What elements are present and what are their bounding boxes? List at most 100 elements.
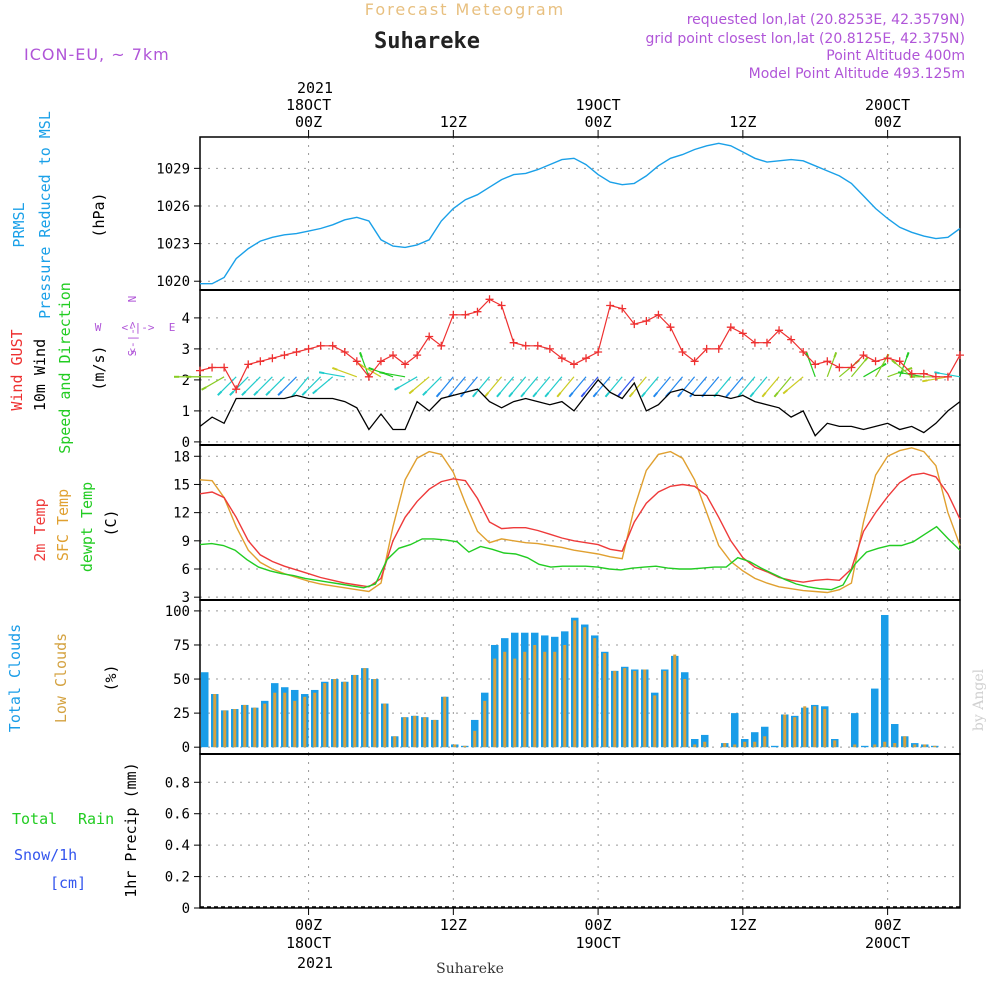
- low-cloud-bar: [873, 744, 877, 748]
- low-cloud-bar: [683, 679, 687, 748]
- wind-arrow-head: [677, 392, 682, 398]
- wind-ytick-label: 1: [182, 404, 190, 420]
- low-cloud-bar: [763, 736, 767, 748]
- model-label: ICON-EU, ~ 7km: [24, 45, 170, 64]
- gust-marker: [618, 304, 627, 313]
- wind-arrow-head: [891, 359, 897, 365]
- wind-arrow-head: [713, 392, 719, 398]
- low-cloud-bar: [753, 741, 757, 748]
- gust-marker: [340, 348, 349, 356]
- gust-marker: [292, 348, 301, 356]
- gust-marker: [533, 341, 542, 350]
- low-cloud-label: Low Clouds: [52, 633, 70, 723]
- low-cloud-bar: [553, 651, 557, 748]
- wind-arrow-head: [508, 392, 514, 398]
- gust-marker: [895, 357, 904, 366]
- pressure-ytick-label: 1023: [156, 237, 190, 253]
- gust-marker: [823, 357, 832, 366]
- low-cloud-bar: [483, 700, 487, 748]
- low-cloud-bar: [833, 740, 837, 748]
- clouds-ytick-label: 0: [182, 740, 190, 756]
- precip-ytick-label: 0.2: [165, 870, 190, 886]
- compass-east: E: [169, 321, 176, 334]
- wind-arrow-head: [253, 390, 259, 396]
- gust-marker: [449, 310, 458, 319]
- gust-marker: [328, 341, 337, 350]
- low-cloud-bar: [293, 700, 297, 748]
- wind-arrow-head: [241, 390, 247, 396]
- pressure-unit: (hPa): [90, 192, 108, 237]
- wind-arrow-head: [652, 392, 658, 398]
- low-cloud-bar: [893, 743, 897, 748]
- top-year-label: 2021: [297, 79, 333, 97]
- top-date-label: 20OCT: [865, 96, 910, 114]
- low-cloud-bar: [603, 653, 607, 748]
- gust-marker: [702, 344, 711, 353]
- gust-marker: [461, 310, 470, 319]
- low-cloud-bar: [423, 717, 427, 748]
- gust-marker: [943, 372, 952, 381]
- total-cloud-bar: [771, 745, 779, 748]
- gust-marker: [485, 295, 494, 304]
- low-cloud-bar: [803, 706, 807, 748]
- wind-speed-line: [199, 378, 961, 437]
- gust-marker: [196, 366, 204, 375]
- wind-arrow-head: [782, 389, 788, 395]
- footer-location: Suhareke: [436, 961, 504, 977]
- gust-line: [199, 298, 961, 391]
- gust-marker: [256, 357, 265, 366]
- tsfc-line: [199, 447, 961, 594]
- low-cloud-bar: [493, 658, 497, 748]
- total-cloud-bar: [891, 724, 899, 748]
- wind-arrow-head: [833, 352, 838, 358]
- gust-marker: [557, 354, 566, 363]
- wind-arrow-head: [544, 392, 550, 398]
- wind-unit: (m/s): [90, 345, 108, 390]
- low-cloud-bar: [503, 651, 507, 748]
- total-cloud-bar: [851, 713, 859, 748]
- total-cloud-bar: [731, 713, 739, 748]
- low-cloud-bar: [373, 679, 377, 748]
- gust-marker: [799, 348, 808, 356]
- gust-marker: [787, 335, 796, 344]
- low-cloud-bar: [393, 736, 397, 748]
- low-cloud-bar: [573, 620, 577, 748]
- compass-west: W: [95, 321, 102, 334]
- wind-arrow-head: [580, 392, 586, 398]
- wind-arrow-head: [217, 390, 223, 396]
- gust-marker: [919, 369, 928, 378]
- compass-south: S: [126, 350, 139, 357]
- low-cloud-bar: [323, 683, 327, 748]
- precip-rain-label: Rain: [78, 810, 114, 828]
- low-cloud-bar: [303, 696, 307, 748]
- bottom-date-label: 18OCT: [286, 934, 331, 952]
- gust-marker: [208, 363, 217, 372]
- t2m-line: [199, 472, 961, 588]
- dewpt-line: [199, 525, 961, 591]
- low-cloud-bar: [523, 651, 527, 748]
- gust-marker: [654, 310, 663, 319]
- wind-arrow-head: [318, 371, 325, 375]
- wind-arrow-head: [568, 392, 574, 398]
- gust-marker: [280, 351, 289, 360]
- low-cloud-bar: [233, 709, 237, 748]
- gust-marker: [931, 372, 940, 381]
- wind-arrow-head: [312, 389, 318, 395]
- gust-marker: [847, 363, 856, 372]
- total-cloud-bar: [701, 734, 709, 748]
- low-cloud-bar: [853, 744, 857, 748]
- top-hour-label: 12Z: [729, 113, 756, 131]
- bottom-hour-label: 12Z: [440, 916, 467, 934]
- clouds-ytick-label: 75: [173, 638, 190, 654]
- cloud-labels: Total Clouds Low Clouds (%): [6, 624, 120, 732]
- low-cloud-bar: [443, 696, 447, 748]
- low-cloud-bar: [903, 736, 907, 748]
- wind-ytick-label: 4: [182, 311, 190, 327]
- gust-marker: [726, 323, 735, 332]
- wind-arrow-head: [359, 352, 363, 358]
- wind-arrow-head: [640, 392, 646, 398]
- precip-total-label: Total: [12, 810, 57, 828]
- wind-arrow-head: [556, 392, 562, 398]
